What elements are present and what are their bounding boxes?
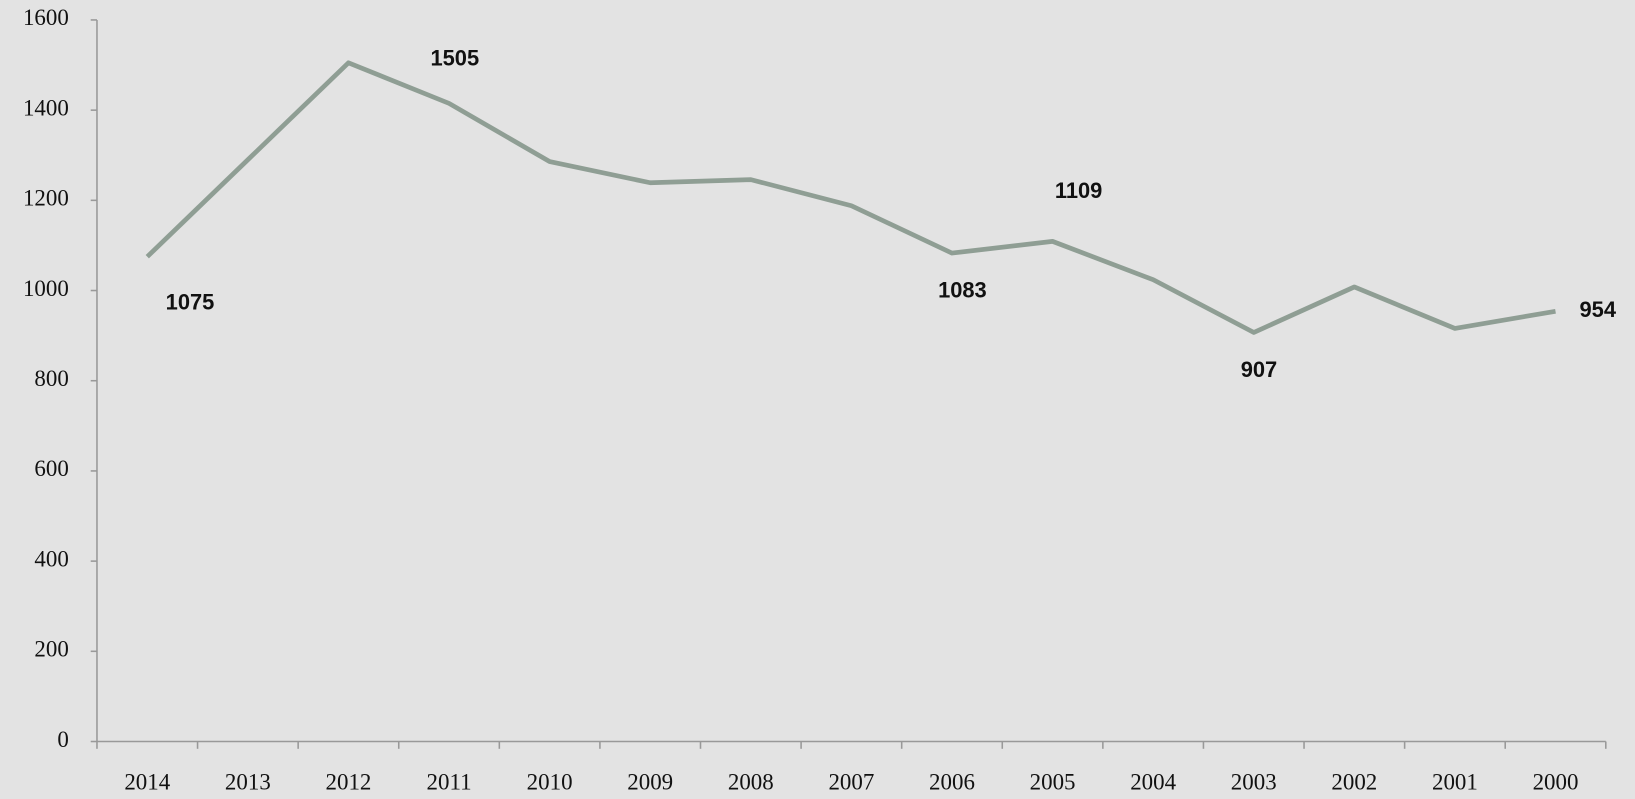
y-tick-label: 600 <box>34 456 68 481</box>
x-tick-label: 2006 <box>929 770 975 795</box>
x-tick-label: 2004 <box>1130 770 1176 795</box>
x-tick-label: 2002 <box>1331 770 1377 795</box>
y-tick-label: 800 <box>34 366 68 391</box>
data-label: 954 <box>1579 297 1616 322</box>
data-label: 1109 <box>1055 178 1102 203</box>
y-tick-label: 1600 <box>23 5 69 30</box>
y-tick-label: 1200 <box>23 186 69 211</box>
x-tick-label: 2011 <box>427 770 472 795</box>
line-series <box>145 60 1556 335</box>
x-tick-label: 2010 <box>527 770 573 795</box>
x-tick-label: 2000 <box>1533 770 1579 795</box>
x-tick-label: 2013 <box>225 770 271 795</box>
y-tick-label: 1400 <box>23 95 69 120</box>
x-tick-label: 2014 <box>124 770 170 795</box>
x-tick-label: 2008 <box>728 770 774 795</box>
x-tick-label: 2003 <box>1231 770 1277 795</box>
data-label: 1075 <box>166 289 215 314</box>
y-tick-label: 400 <box>34 546 68 571</box>
y-tick-label: 1000 <box>23 276 69 301</box>
x-tick-label: 2001 <box>1432 770 1478 795</box>
data-label: 1505 <box>430 45 479 70</box>
y-tick-label: 0 <box>57 727 68 752</box>
x-tick-label: 2007 <box>828 770 874 795</box>
y-tick-label: 200 <box>34 637 68 662</box>
data-label: 1083 <box>938 277 987 302</box>
x-tick-label: 2012 <box>326 770 372 795</box>
x-tick-label: 2009 <box>627 770 673 795</box>
data-label: 907 <box>1241 357 1278 382</box>
x-tick-label: 2005 <box>1030 770 1076 795</box>
